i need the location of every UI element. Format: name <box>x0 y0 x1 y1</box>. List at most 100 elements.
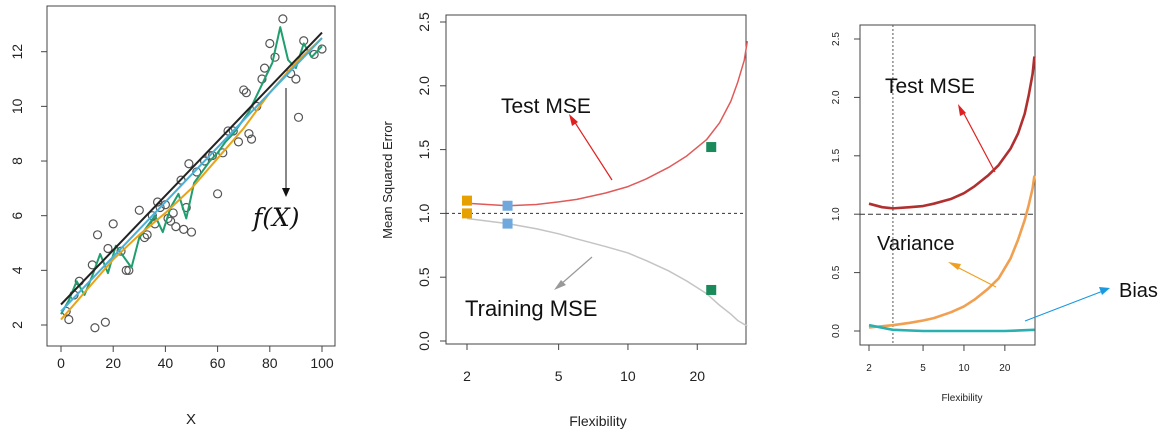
data-point <box>317 44 327 54</box>
data-point <box>239 85 249 95</box>
x-tick-label: 20 <box>105 355 121 371</box>
data-point <box>186 227 197 237</box>
point-marker <box>706 142 717 153</box>
panel-2: 2 5 10 20 0.0 0.5 1.0 1.5 2.0 2.5 Flexibility Mea… <box>380 12 749 429</box>
data-point <box>92 230 103 240</box>
y-tick-label: 2.0 <box>416 76 432 96</box>
data-point <box>233 137 244 147</box>
fx-annotation: f(X) <box>251 203 300 232</box>
series-line <box>868 323 1035 333</box>
fit-line <box>60 31 323 306</box>
variance-arrow-head <box>948 262 961 270</box>
y-tick-label: 1.0 <box>831 207 842 221</box>
panel-3-ticks: 2 5 10 20 0.0 0.5 1.0 1.5 2.0 2.5 <box>831 32 1011 374</box>
series-line <box>466 217 748 327</box>
test-mse-annotation-3: Test MSE <box>885 75 975 98</box>
panel-1-x-axis-label: X <box>186 411 196 428</box>
x-tick-label: 100 <box>310 355 334 371</box>
x-tick-label: 20 <box>689 368 705 384</box>
data-point <box>142 230 152 240</box>
y-tick-label: 10 <box>9 98 25 114</box>
fit-line <box>60 37 323 313</box>
data-point <box>184 159 194 169</box>
x-tick-label: 5 <box>555 368 563 384</box>
data-point <box>134 205 144 215</box>
x-tick-label: 20 <box>999 363 1011 374</box>
x-tick-label: 10 <box>620 368 636 384</box>
bias-arrow-line <box>1024 290 1104 322</box>
data-point <box>246 134 257 144</box>
y-tick-label: 2.5 <box>831 32 842 46</box>
panel-1-plot-frame <box>46 5 336 347</box>
data-point <box>121 265 131 275</box>
bias-arrow-head <box>1099 287 1110 295</box>
data-point <box>213 189 223 199</box>
test-mse-arrow-head-3 <box>958 104 966 116</box>
x-tick-label: 40 <box>158 355 174 371</box>
data-point <box>152 197 163 207</box>
data-point <box>124 265 134 275</box>
panel-2-markers <box>462 142 717 295</box>
x-tick-label: 5 <box>920 363 926 374</box>
data-point <box>90 323 100 333</box>
y-tick-label: 4 <box>9 266 25 274</box>
x-tick-label: 80 <box>262 355 278 371</box>
x-tick-label: 10 <box>958 363 970 374</box>
panel-1-points <box>61 14 327 333</box>
training-mse-arrow-head <box>554 280 566 290</box>
variance-annotation: Variance <box>877 233 954 255</box>
bias-annotation: Bias <box>1119 280 1158 302</box>
data-point <box>265 38 275 49</box>
x-tick-label: 2 <box>866 363 872 374</box>
y-tick-label: 0.0 <box>416 331 432 351</box>
y-tick-label: 1.0 <box>416 203 432 223</box>
x-tick-label: 2 <box>463 368 471 384</box>
point-marker <box>462 208 472 219</box>
data-point <box>64 314 74 325</box>
x-tick-label: 0 <box>57 355 65 371</box>
data-point <box>293 112 304 122</box>
data-point <box>259 63 270 73</box>
series-line <box>868 175 1036 329</box>
point-marker <box>462 195 472 206</box>
y-tick-label: 6 <box>9 212 25 220</box>
y-tick-label: 8 <box>9 157 25 165</box>
panel-1-ticks: 0 20 40 60 80 100 2 4 6 8 10 12 <box>9 44 334 371</box>
panel-2-lines <box>466 41 749 327</box>
y-tick-label: 0.5 <box>831 265 842 279</box>
data-point <box>179 224 189 234</box>
series-line <box>466 41 749 207</box>
test-mse-annotation: Test MSE <box>501 95 591 118</box>
point-marker <box>706 284 717 295</box>
fit-line <box>60 26 323 315</box>
point-marker <box>502 218 513 229</box>
data-point <box>103 243 113 254</box>
panel-1: 0 20 40 60 80 100 2 4 6 8 10 12 X f(X) <box>9 5 336 428</box>
variance-arrow-line <box>954 265 997 288</box>
panel-2-y-axis-label: Mean Squared Error <box>380 120 395 238</box>
data-point <box>155 202 165 213</box>
point-marker <box>502 200 513 211</box>
panel-3-plot-frame <box>859 24 1036 346</box>
y-tick-label: 1.5 <box>831 148 842 162</box>
y-tick-label: 12 <box>9 44 25 60</box>
data-point <box>244 129 254 139</box>
panel-2-ticks: 2 5 10 20 0.0 0.5 1.0 1.5 2.0 2.5 <box>416 12 705 384</box>
series-line <box>868 56 1036 210</box>
training-mse-arrow-line <box>559 256 593 286</box>
y-tick-label: 2.0 <box>831 90 842 104</box>
data-point <box>108 219 118 229</box>
panel-2-plot-frame <box>445 14 747 345</box>
test-mse-arrow-head <box>569 114 578 126</box>
y-tick-label: 2.5 <box>416 12 432 32</box>
panel-3: 2 5 10 20 0.0 0.5 1.0 1.5 2.0 2.5 Flexibility Tes… <box>831 24 1158 404</box>
data-point <box>278 14 288 24</box>
fx-arrow-head <box>282 188 290 197</box>
panel-3-lines <box>868 56 1036 333</box>
training-mse-annotation: Training MSE <box>465 296 597 321</box>
test-mse-arrow-line-3 <box>961 109 996 173</box>
panel-1-fit-lines <box>60 26 323 321</box>
panel-3-x-axis-label: Flexibility <box>941 393 982 404</box>
data-point <box>241 88 251 98</box>
